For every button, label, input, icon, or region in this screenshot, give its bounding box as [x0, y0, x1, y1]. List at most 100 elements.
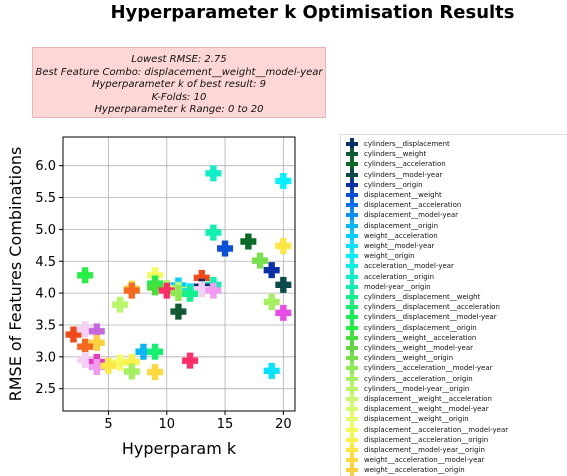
legend-marker-icon — [344, 331, 360, 344]
legend-item: weight__acceleration — [341, 229, 438, 242]
legend-label: model-year__origin — [364, 282, 431, 291]
legend-label: weight__acceleration__origin — [364, 466, 465, 475]
legend-marker-icon — [344, 209, 360, 222]
legend-label: cylinders__weight__origin — [364, 354, 454, 363]
legend-item: weight__acceleration__model-year — [341, 454, 485, 467]
legend-marker-icon — [344, 311, 360, 324]
y-tick-label: 6.0 — [35, 159, 56, 174]
legend-marker-icon — [344, 321, 360, 334]
data-point — [252, 252, 269, 269]
legend-item: displacement__weight__origin — [341, 413, 469, 426]
y-axis-label: RMSE of Features Combinations — [6, 147, 25, 402]
data-point — [205, 282, 222, 299]
x-tick-label: 15 — [217, 417, 234, 432]
legend-marker-icon — [344, 199, 360, 212]
y-tick-label: 5.5 — [35, 191, 56, 206]
legend-marker-icon — [344, 444, 360, 456]
legend-item: displacement__model-year__origin — [341, 444, 485, 456]
legend-item: cylinders__displacement__origin — [341, 321, 477, 334]
legend-label: cylinders__displacement — [364, 140, 450, 148]
x-axis-label: Hyperparam k — [122, 439, 237, 458]
legend-marker-icon — [344, 454, 360, 467]
data-point — [147, 267, 164, 284]
legend-item: displacement__weight — [341, 189, 442, 201]
data-point — [77, 352, 94, 369]
legend-item: displacement__origin — [341, 219, 439, 232]
legend-label: displacement__origin — [364, 221, 439, 230]
legend-label: displacement__acceleration__model-year — [364, 425, 509, 434]
data-point — [77, 338, 94, 355]
plot-frame — [62, 136, 296, 412]
summary-kfolds: K-Folds: 10 — [151, 91, 207, 103]
legend-item: cylinders__acceleration — [341, 158, 446, 171]
legend-label: displacement__weight__origin — [364, 415, 469, 424]
legend-item: cylinders__displacement__model-year — [341, 311, 497, 324]
data-point — [263, 294, 280, 311]
legend-label: cylinders__displacement__weight — [364, 293, 481, 301]
legend-marker-icon — [344, 372, 360, 385]
data-point — [193, 269, 210, 286]
data-point — [147, 364, 164, 381]
legend-item: model-year__origin — [341, 280, 431, 293]
legend-label: cylinders__weight — [364, 150, 427, 159]
legend-label: displacement__acceleration__origin — [364, 435, 489, 444]
data-point — [240, 233, 257, 250]
legend-item: displacement__weight__acceleration — [341, 393, 492, 405]
data-point — [205, 224, 222, 241]
legend-item: cylinders__weight__acceleration — [341, 331, 476, 344]
legend-label: cylinders__acceleration__origin — [364, 374, 473, 383]
legend-marker-icon — [344, 168, 360, 181]
results-summary-box: Lowest RMSE: 2.75 Best Feature Combo: di… — [32, 47, 326, 118]
legend-marker-icon — [344, 291, 360, 303]
legend-item: cylinders__origin — [341, 178, 423, 191]
legend-item: cylinders__displacement — [341, 138, 450, 150]
data-point — [170, 285, 187, 302]
data-point — [147, 343, 164, 360]
data-point — [135, 343, 152, 360]
legend-label: acceleration__origin — [364, 272, 435, 281]
data-point — [147, 279, 164, 296]
legend-label: cylinders__weight__model-year — [364, 344, 474, 352]
summary-k-range: Hyperparameter k Range: 0 to 20 — [94, 104, 264, 116]
legend-marker-icon — [344, 413, 360, 426]
legend-item: acceleration__origin — [341, 270, 435, 283]
data-point — [123, 282, 140, 299]
legend-label: weight__acceleration__model-year — [364, 456, 485, 465]
x-tick-label: 20 — [275, 417, 292, 432]
legend-marker-icon — [344, 229, 360, 242]
legend-label: cylinders__displacement__acceleration — [364, 303, 500, 312]
data-point — [205, 165, 222, 182]
legend-label: cylinders__displacement__model-year — [364, 313, 497, 322]
data-point — [275, 237, 292, 254]
summary-best-combo: Best Feature Combo: displacement__weight… — [35, 66, 323, 78]
y-tick-label: 2.5 — [35, 382, 56, 397]
data-point — [77, 321, 94, 338]
data-point — [182, 285, 199, 302]
legend-item: acceleration__model-year — [341, 260, 454, 273]
legend-label: displacement__model-year — [364, 211, 458, 220]
legend-item: cylinders__weight — [341, 148, 427, 161]
legend-label: cylinders__acceleration__model-year — [364, 364, 493, 373]
legend-label: acceleration__model-year — [364, 262, 454, 271]
legend-label: weight__origin — [364, 252, 415, 261]
legend-item: weight__model-year — [341, 240, 435, 252]
legend-item: cylinders__acceleration__origin — [341, 372, 473, 385]
legend-item: weight__acceleration__origin — [341, 464, 465, 476]
legend-label: displacement__acceleration — [364, 201, 462, 210]
legend-item: weight__origin — [341, 250, 415, 263]
legend-marker-icon — [344, 189, 360, 201]
data-point — [263, 262, 280, 279]
legend-marker-icon — [344, 433, 360, 446]
legend-label: displacement__weight__model-year — [364, 405, 489, 414]
legend-label: weight__model-year — [364, 242, 435, 250]
chart-title: Hyperparameter k Optimisation Results — [110, 2, 515, 23]
legend: cylinders__displacement cylinders__weight… — [340, 134, 567, 476]
legend-item: cylinders__model-year__origin — [341, 382, 469, 395]
data-point — [182, 352, 199, 369]
data-point — [123, 353, 140, 370]
legend-marker-icon — [344, 219, 360, 232]
data-point — [88, 334, 105, 351]
legend-item: displacement__weight__model-year — [341, 403, 489, 416]
y-tick-label: 3.0 — [35, 350, 56, 365]
legend-marker-icon — [344, 270, 360, 283]
